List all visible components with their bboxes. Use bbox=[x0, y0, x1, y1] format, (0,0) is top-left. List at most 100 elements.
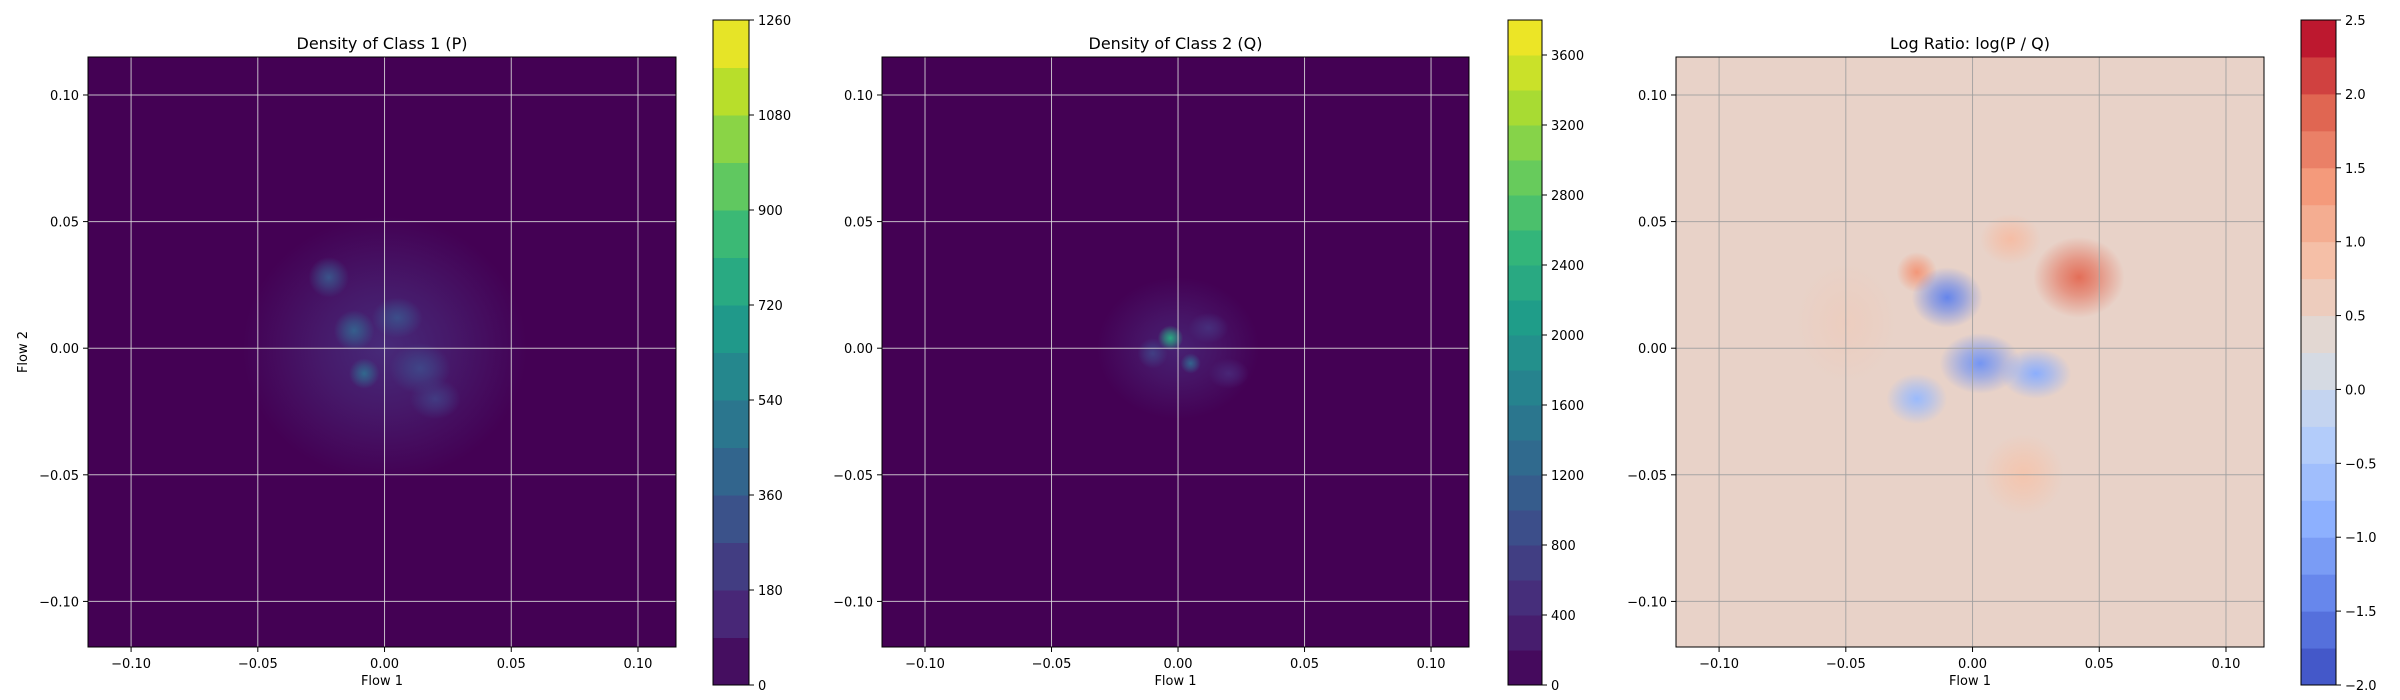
x-tick-label: 0.05 bbox=[1290, 657, 1319, 672]
colorbar-level bbox=[1508, 405, 1542, 441]
colorbar-tick-label: 540 bbox=[758, 394, 783, 409]
density-hotspot bbox=[308, 257, 350, 298]
density-field bbox=[1795, 132, 2125, 516]
panel-3: −0.10 −0.05 0.00 0.05 0.10 0.10 0.05 0.00 −0.05 −… bbox=[1627, 14, 2376, 694]
y-tick-label: −0.05 bbox=[833, 469, 873, 484]
y-axis-label: Flow 2 bbox=[16, 331, 31, 373]
colorbar-level bbox=[1508, 265, 1542, 301]
colorbar-level bbox=[713, 20, 749, 68]
colorbar-tick-label: 2000 bbox=[1551, 329, 1584, 344]
colorbar-tick-label: 2800 bbox=[1551, 189, 1584, 204]
colorbar-level bbox=[713, 352, 749, 401]
colorbar-level bbox=[713, 305, 749, 353]
colorbar-tick-label: 800 bbox=[1551, 539, 1576, 554]
y-tick-label: 0.05 bbox=[50, 216, 79, 231]
colorbar-level bbox=[713, 257, 749, 306]
colorbar-level bbox=[2301, 611, 2336, 649]
density-hotspot bbox=[333, 310, 375, 351]
density-hotspot bbox=[2000, 348, 2072, 399]
x-tick-label: −0.05 bbox=[1032, 657, 1072, 672]
colorbar-level bbox=[713, 495, 749, 543]
colorbar-tick-label: 0.5 bbox=[2345, 310, 2366, 325]
colorbar-level bbox=[2301, 20, 2336, 58]
x-tick-label: 0.10 bbox=[624, 657, 653, 672]
x-axis-label: Flow 1 bbox=[1949, 674, 1991, 689]
density-hotspot bbox=[1911, 267, 1983, 328]
x-axis-label: Flow 1 bbox=[361, 674, 403, 689]
y-tick-label: 0.10 bbox=[50, 89, 79, 104]
y-tick-label: 0.00 bbox=[50, 342, 79, 357]
colorbar-tick-label: 2400 bbox=[1551, 259, 1584, 274]
density-hotspot bbox=[371, 297, 423, 339]
colorbar-level bbox=[713, 447, 749, 496]
colorbar-level bbox=[713, 210, 749, 258]
colorbar-level bbox=[1508, 545, 1542, 581]
colorbar-level bbox=[2301, 426, 2336, 464]
x-tick-label: 0.05 bbox=[497, 657, 526, 672]
colorbar-level bbox=[713, 590, 749, 638]
x-tick-label: 0.10 bbox=[1417, 657, 1446, 672]
colorbar-tick-label: 0 bbox=[758, 679, 766, 694]
colorbar-tick-label: 360 bbox=[758, 489, 783, 504]
colorbar-level bbox=[1508, 160, 1542, 196]
y-tick-label: 0.05 bbox=[844, 216, 873, 231]
colorbar-level bbox=[1508, 230, 1542, 266]
colorbar-level bbox=[713, 542, 749, 591]
colorbar-frame bbox=[1507, 19, 1543, 686]
x-tick-label: 0.05 bbox=[2085, 657, 2114, 672]
colorbar-level bbox=[1508, 55, 1542, 91]
colorbar-level bbox=[1508, 650, 1542, 686]
colorbar-tick-label: 1600 bbox=[1551, 399, 1584, 414]
panel-2: −0.10 −0.05 0.00 0.05 0.10 0.10 0.05 0.00 −0.05 −… bbox=[833, 19, 1584, 694]
colorbar-level bbox=[713, 115, 749, 163]
density-hotspot bbox=[1188, 312, 1229, 344]
colorbar-level bbox=[2301, 278, 2336, 317]
colorbar-frame bbox=[712, 19, 750, 686]
panel-1: −0.10 −0.05 0.00 0.05 0.10 0.10 0.05 0.00 −0.05 −… bbox=[16, 14, 791, 694]
colorbar-tick-label: 0 bbox=[1551, 679, 1559, 694]
colorbar-tick-label: 1200 bbox=[1551, 469, 1584, 484]
colorbar-level bbox=[713, 400, 749, 448]
density-hotspot bbox=[349, 358, 380, 389]
colorbar-level bbox=[1508, 195, 1542, 231]
colorbar-level bbox=[1508, 475, 1542, 511]
x-tick-label: −0.10 bbox=[111, 657, 151, 672]
colorbar-level bbox=[1508, 90, 1542, 126]
colorbar-level bbox=[1508, 510, 1542, 546]
colorbar-tick-label: 3600 bbox=[1551, 49, 1584, 64]
colorbar-tick-label: 400 bbox=[1551, 609, 1576, 624]
plot-frame bbox=[881, 56, 1470, 648]
density-hotspot bbox=[1980, 213, 2041, 265]
colorbar-level bbox=[2301, 537, 2336, 575]
y-tick-label: −0.10 bbox=[39, 595, 79, 610]
colorbar-level bbox=[1508, 300, 1542, 336]
colorbar: −2.0 −1.5 −1.0 −0.5 0.0 0.5 1.0 1.5 2.0 2.5 bbox=[2300, 14, 2377, 694]
colorbar-tick-label: 2.0 bbox=[2345, 88, 2366, 103]
colorbar-level bbox=[1508, 125, 1542, 161]
plot-frame bbox=[87, 56, 677, 648]
x-tick-label: 0.00 bbox=[1164, 657, 1193, 672]
colorbar-level bbox=[1508, 20, 1542, 56]
density-hotspot bbox=[1180, 353, 1201, 374]
colorbar-tick-label: 1.5 bbox=[2345, 162, 2366, 177]
density-hotspot bbox=[1208, 358, 1249, 389]
colorbar-tick-label: 3200 bbox=[1551, 119, 1584, 134]
colorbar-tick-label: 720 bbox=[758, 299, 783, 314]
colorbar-tick-label: −1.0 bbox=[2345, 531, 2377, 546]
colorbar-level bbox=[2301, 648, 2336, 686]
colorbar-tick-label: −1.5 bbox=[2345, 605, 2377, 620]
colorbar-level bbox=[2301, 463, 2336, 501]
y-tick-label: −0.05 bbox=[39, 469, 79, 484]
colorbar-level bbox=[2301, 56, 2336, 95]
y-tick-label: 0.00 bbox=[1638, 342, 1667, 357]
colorbar-frame bbox=[2300, 19, 2337, 686]
colorbar-tick-label: 0.0 bbox=[2345, 383, 2366, 398]
colorbar-level bbox=[2301, 389, 2336, 427]
y-tick-label: −0.10 bbox=[833, 595, 873, 610]
colorbar-tick-label: −2.0 bbox=[2345, 679, 2377, 694]
colorbar-level bbox=[713, 162, 749, 211]
colorbar-level bbox=[2301, 500, 2336, 538]
y-tick-label: −0.05 bbox=[1627, 469, 1667, 484]
x-tick-label: −0.10 bbox=[1699, 657, 1739, 672]
